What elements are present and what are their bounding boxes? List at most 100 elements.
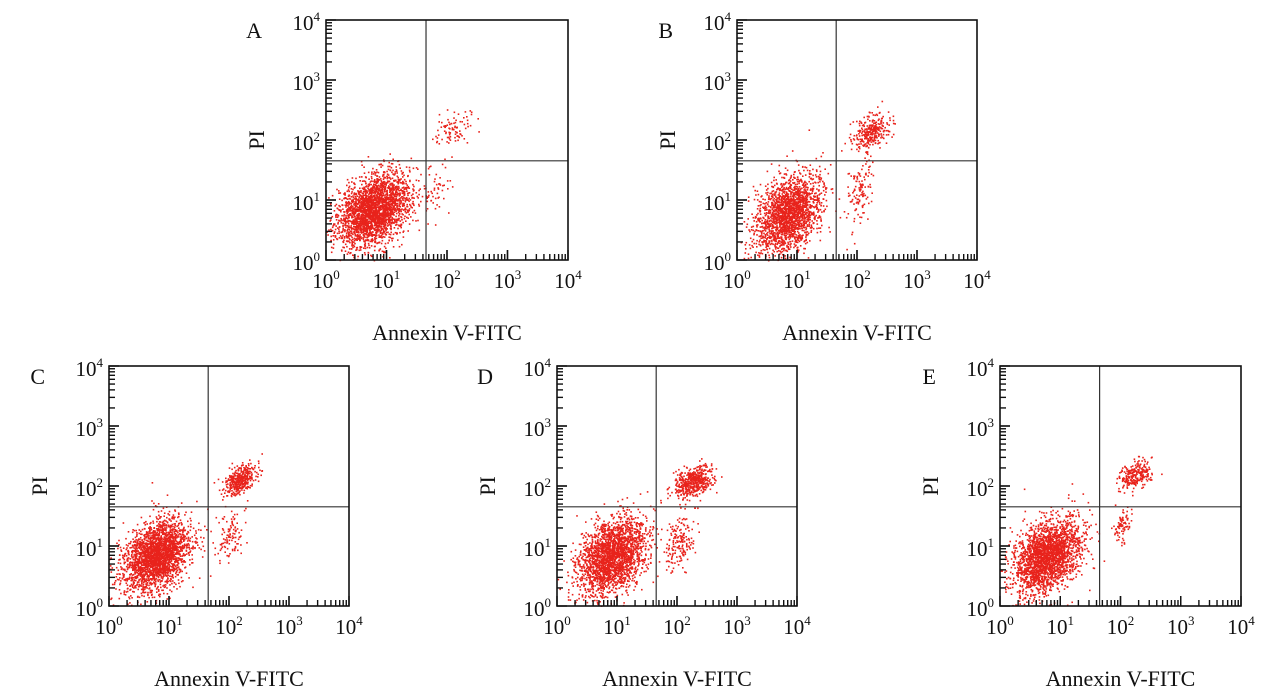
event-point <box>391 210 394 212</box>
event-point <box>402 176 404 178</box>
event-point <box>367 171 370 174</box>
event-point <box>820 179 822 181</box>
event-point <box>778 212 780 215</box>
event-point <box>874 114 876 117</box>
event-point <box>370 227 373 230</box>
event-point <box>338 219 340 222</box>
event-point <box>396 206 399 208</box>
event-point <box>367 211 370 213</box>
event-point <box>824 208 827 211</box>
event-point <box>383 159 385 161</box>
event-point <box>356 222 358 225</box>
event-point <box>363 207 366 209</box>
event-point <box>438 121 440 123</box>
event-point <box>764 237 767 239</box>
event-point <box>359 219 362 221</box>
event-point <box>392 184 395 187</box>
event-point <box>403 217 406 220</box>
event-point <box>360 195 362 197</box>
event-point <box>799 211 802 214</box>
event-point <box>358 249 361 252</box>
event-point <box>434 207 437 210</box>
event-point <box>350 213 352 216</box>
event-point <box>371 205 373 208</box>
event-point <box>770 236 773 238</box>
event-point <box>392 218 394 220</box>
event-point <box>455 127 458 129</box>
event-point <box>797 188 800 190</box>
event-point <box>388 233 391 235</box>
event-point <box>370 196 372 198</box>
event-point <box>751 244 753 247</box>
event-point <box>368 205 371 208</box>
event-point <box>387 214 390 216</box>
event-point <box>338 192 340 194</box>
event-point <box>451 128 454 131</box>
event-point <box>363 205 365 207</box>
event-point <box>808 180 810 183</box>
event-point <box>430 190 432 193</box>
event-point <box>409 203 411 206</box>
event-point <box>358 190 361 193</box>
event-point <box>348 201 351 204</box>
event-point <box>398 187 400 189</box>
event-point <box>359 236 361 238</box>
event-point <box>797 178 799 181</box>
event-point <box>865 145 867 148</box>
event-point <box>348 213 350 216</box>
event-point <box>790 246 792 248</box>
event-point <box>353 213 356 216</box>
event-point <box>374 229 377 231</box>
event-point <box>390 184 392 186</box>
event-point <box>373 218 375 221</box>
event-point <box>787 215 789 218</box>
event-point <box>433 187 436 190</box>
event-point <box>335 225 337 227</box>
event-point <box>454 131 457 133</box>
event-point <box>749 237 752 240</box>
event-point <box>759 204 761 207</box>
event-point <box>375 212 378 214</box>
event-point <box>778 170 780 173</box>
event-point <box>766 209 768 211</box>
event-point <box>785 234 787 237</box>
event-point <box>391 190 393 193</box>
event-point <box>375 190 378 193</box>
event-point <box>778 198 780 200</box>
event-point <box>804 242 807 245</box>
event-point <box>787 243 790 245</box>
event-point <box>391 202 394 205</box>
event-point <box>363 232 366 235</box>
event-point <box>352 238 354 241</box>
event-point <box>790 221 792 224</box>
event-point <box>768 235 771 237</box>
event-point <box>378 202 380 205</box>
event-point <box>405 182 407 185</box>
event-point <box>396 208 399 211</box>
event-point <box>387 231 389 234</box>
event-point <box>405 180 407 183</box>
event-point <box>382 220 385 222</box>
event-point <box>398 209 400 212</box>
event-point <box>385 231 388 234</box>
event-point <box>767 183 769 186</box>
event-point <box>383 231 385 234</box>
event-point <box>792 194 795 196</box>
event-point <box>355 247 358 249</box>
event-point <box>391 203 394 206</box>
event-point <box>353 202 355 205</box>
event-point <box>362 213 365 216</box>
event-point <box>359 218 361 221</box>
event-point <box>443 197 445 200</box>
event-point <box>864 157 866 159</box>
event-point <box>356 234 359 236</box>
event-point <box>385 215 388 218</box>
event-point <box>778 172 781 175</box>
event-point <box>392 158 394 161</box>
event-point <box>814 181 816 184</box>
event-point <box>378 206 381 209</box>
event-point <box>772 186 774 188</box>
event-point <box>354 212 356 214</box>
event-point <box>811 220 813 222</box>
y-tick-label: 100 <box>293 249 321 275</box>
